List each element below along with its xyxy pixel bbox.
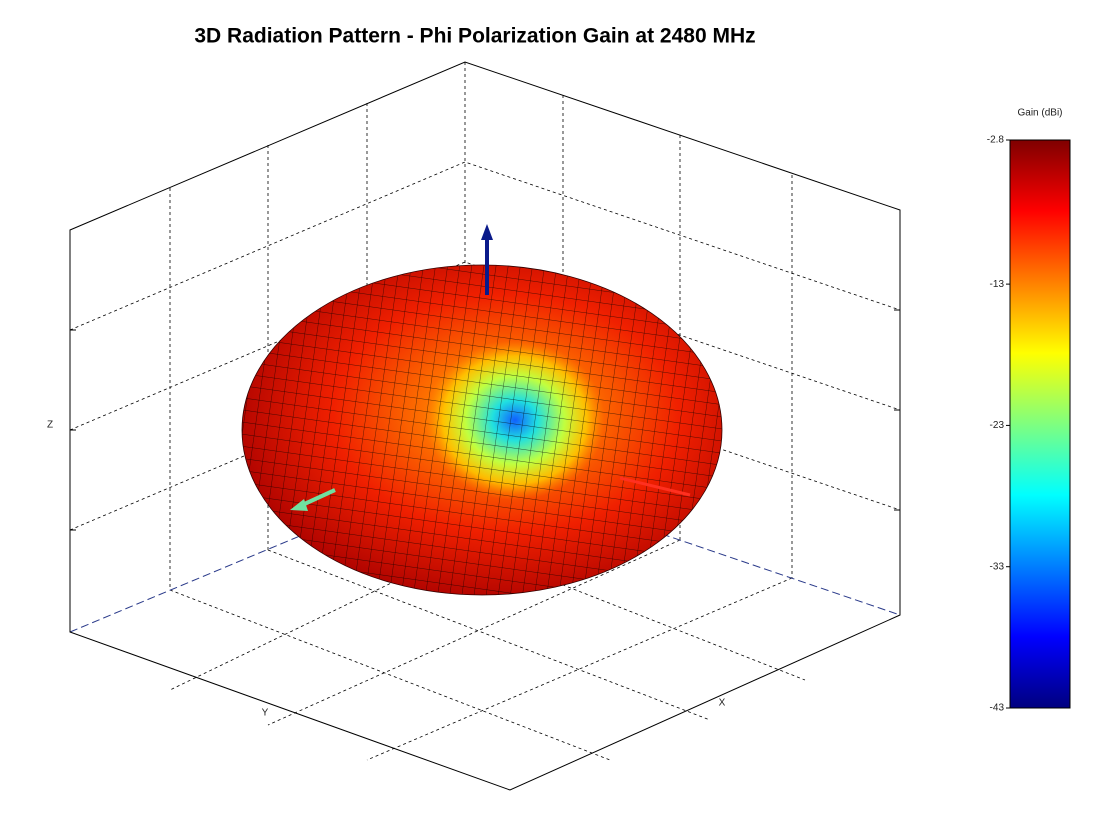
chart-title: 3D Radiation Pattern - Phi Polarization …	[194, 25, 755, 48]
colorbar-scale	[1009, 139, 1071, 709]
colorbar-label: Gain (dBi)	[1017, 108, 1062, 119]
colorbar-tick-label: -23	[990, 420, 1005, 431]
y-axis-label: Y	[262, 708, 269, 719]
z-axis-label: Z	[47, 420, 53, 431]
colorbar-tick-label: -13	[990, 279, 1005, 290]
axes-box	[69, 61, 901, 791]
colorbar: Gain (dBi) -2.8 -13 -23 -33 -43	[987, 108, 1071, 714]
colorbar-tick-label: -33	[990, 561, 1005, 572]
x-axis-label: X	[719, 698, 726, 709]
radiation-surface	[241, 264, 723, 596]
colorbar-tick-label: -43	[990, 703, 1005, 714]
colorbar-tick-label: -2.8	[987, 135, 1005, 146]
axis-arrows	[290, 224, 691, 511]
